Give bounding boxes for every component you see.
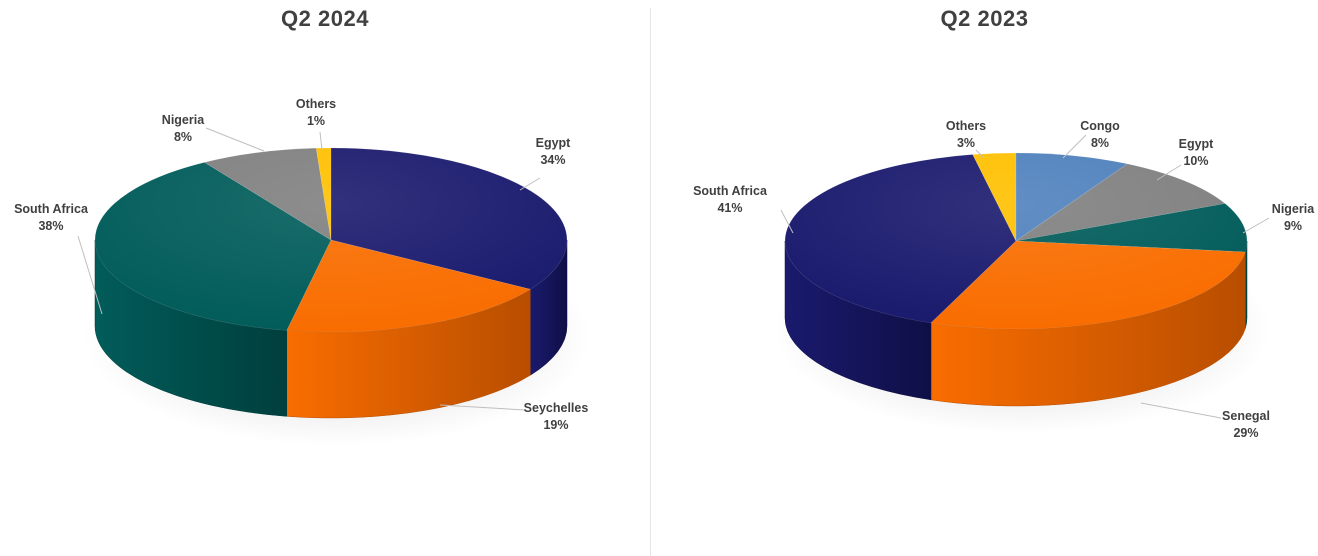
slice-label-senegal: Senegal	[1222, 409, 1270, 423]
chart-panel-q2-2023: Q2 2023 Congo 8% Egypt 10% Nigeria 9% Senegal 2…	[651, 0, 1318, 556]
pie-highlight	[785, 153, 1247, 329]
pie-chart-q2-2024: Egypt 34% Seychelles 19% South Africa 38% Nige…	[14, 97, 591, 446]
pie-side-nigeria	[1244, 240, 1248, 330]
pie-side-walls	[94, 239, 568, 419]
panel-divider	[650, 8, 651, 556]
slice-label-nigeria: Nigeria	[1272, 202, 1315, 216]
slice-label-south-africa: South Africa	[14, 202, 89, 216]
leader-line-south-africa	[77, 235, 103, 315]
pie-highlight	[95, 148, 567, 332]
slice-percent-egypt: 10%	[1183, 154, 1208, 168]
slice-label-south-africa: South Africa	[693, 184, 768, 198]
slice-percent-nigeria: 9%	[1284, 219, 1302, 233]
slice-label-nigeria: Nigeria	[162, 113, 205, 127]
slice-percent-south-africa: 41%	[717, 201, 742, 215]
slice-label-egypt: Egypt	[536, 136, 572, 150]
leader-line-senegal	[1140, 402, 1222, 419]
slice-label-others: Others	[946, 119, 986, 133]
chart-title: Q2 2023	[940, 6, 1029, 31]
leader-line-others	[319, 131, 323, 151]
leader-line-nigeria	[205, 127, 265, 152]
slice-label-egypt: Egypt	[1179, 137, 1215, 151]
slice-label-congo: Congo	[1080, 119, 1120, 133]
leader-line-south-africa	[780, 209, 794, 234]
leader-line-nigeria	[1242, 217, 1270, 234]
pie-labels: Egypt 34% Seychelles 19% South Africa 38% Nige…	[14, 97, 588, 432]
slice-percent-egypt: 34%	[540, 153, 565, 167]
chart-title: Q2 2024	[281, 6, 369, 31]
leader-line-egypt	[1156, 164, 1182, 181]
leader-line-egypt	[519, 177, 541, 191]
pie-chart-q2-2023: Congo 8% Egypt 10% Nigeria 9% Senegal 29% South …	[693, 119, 1315, 440]
chart-panel-q2-2024: Q2 2024 Egypt 34% Seychelles 19% South Afric…	[0, 0, 650, 556]
slice-percent-others: 1%	[307, 114, 325, 128]
pie-labels: Congo 8% Egypt 10% Nigeria 9% Senegal 29% South …	[693, 119, 1315, 440]
slice-percent-senegal: 29%	[1233, 426, 1258, 440]
leader-line-others	[975, 149, 985, 159]
slice-percent-others: 3%	[957, 136, 975, 150]
slice-percent-seychelles: 19%	[543, 418, 568, 432]
slice-percent-nigeria: 8%	[174, 130, 192, 144]
leader-line-congo	[1062, 134, 1087, 159]
slice-label-others: Others	[296, 97, 336, 111]
slice-percent-congo: 8%	[1091, 136, 1109, 150]
slice-label-seychelles: Seychelles	[524, 401, 589, 415]
leader-line-seychelles	[439, 404, 526, 411]
slice-percent-south-africa: 38%	[38, 219, 63, 233]
